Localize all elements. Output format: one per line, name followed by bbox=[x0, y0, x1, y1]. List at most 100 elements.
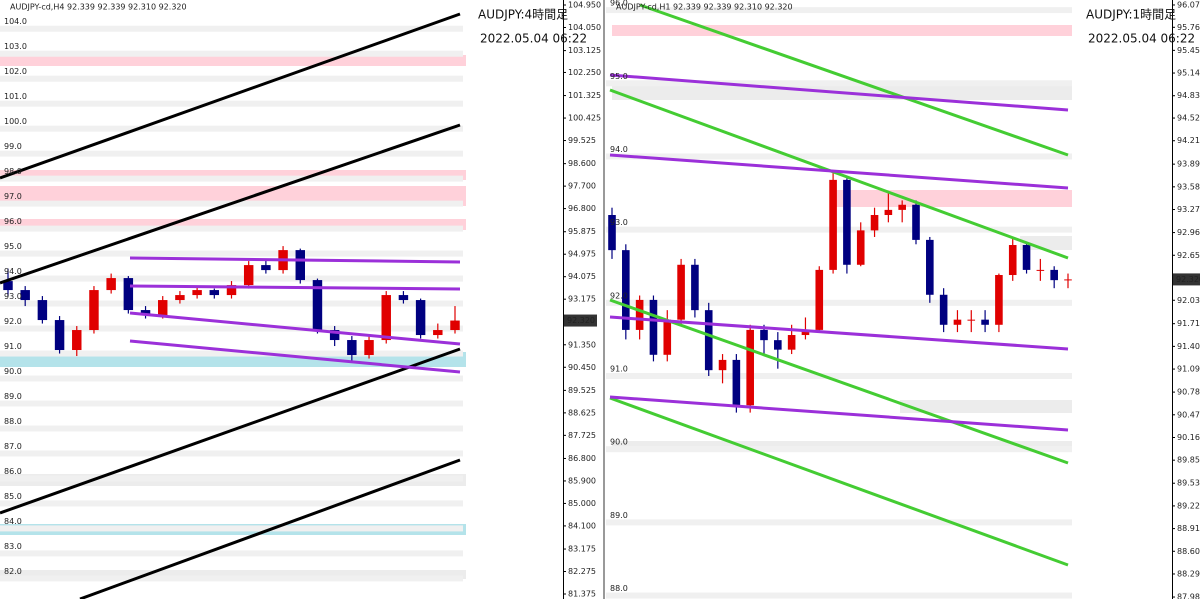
candle-body bbox=[801, 329, 810, 336]
candle-body bbox=[884, 209, 893, 216]
y-tick-label: 81.375 bbox=[568, 590, 596, 599]
y-tick-label: 88.915 bbox=[1177, 524, 1200, 533]
candle-body bbox=[364, 340, 374, 356]
level-band bbox=[0, 125, 463, 132]
candle-body bbox=[953, 319, 962, 325]
y-tick-label: 92.035 bbox=[1177, 296, 1200, 305]
y-tick-label: 90.450 bbox=[568, 363, 596, 372]
y-tick-label: 89.850 bbox=[1177, 456, 1200, 465]
y-tick-label: 93.175 bbox=[568, 295, 596, 304]
levels bbox=[0, 7, 1072, 599]
level-label: 95.0 bbox=[610, 72, 628, 81]
level-band bbox=[0, 325, 463, 332]
last-price-label: 92.320 bbox=[567, 316, 595, 325]
y-tick-label: 91.350 bbox=[568, 340, 596, 349]
y-tick-label: 88.625 bbox=[568, 408, 596, 417]
timestamp: 2022.05.04 06:22 bbox=[480, 32, 587, 46]
candle-body bbox=[1022, 245, 1031, 270]
candle-body bbox=[649, 299, 658, 355]
level-label: 87.0 bbox=[4, 442, 22, 451]
level-label: 89.0 bbox=[610, 511, 628, 520]
level-label: 94.0 bbox=[610, 145, 628, 154]
last-price-box bbox=[564, 314, 597, 327]
candle-body bbox=[663, 319, 672, 355]
candle-body bbox=[3, 281, 13, 291]
level-band bbox=[0, 100, 463, 107]
last-price-box bbox=[1173, 273, 1200, 286]
level-band bbox=[0, 175, 463, 182]
level-band bbox=[0, 575, 463, 582]
level-label: 93.0 bbox=[610, 218, 628, 227]
y-tick-label: 104.050 bbox=[568, 23, 601, 32]
level-band bbox=[606, 80, 1072, 87]
y-tick-label: 94.215 bbox=[1177, 136, 1200, 145]
candle-body bbox=[912, 204, 920, 240]
y-tick-label: 87.980 bbox=[1177, 593, 1200, 599]
level-label: 92.0 bbox=[610, 291, 628, 300]
candle-body bbox=[967, 319, 976, 321]
y-tick-label: 91.405 bbox=[1177, 342, 1200, 351]
level-band bbox=[0, 550, 463, 557]
candle-body bbox=[261, 265, 271, 271]
level-label: 90.0 bbox=[4, 367, 22, 376]
candle-body bbox=[123, 278, 134, 311]
level-band bbox=[0, 150, 463, 157]
candle-body bbox=[54, 320, 65, 351]
level-label: 85.0 bbox=[4, 492, 22, 501]
candle-body bbox=[243, 265, 254, 286]
candle-body bbox=[622, 250, 630, 330]
y-tick-label: 102.250 bbox=[568, 68, 601, 77]
y-tick-label: 95.765 bbox=[1177, 23, 1200, 32]
y-tick-label: 94.075 bbox=[568, 272, 596, 281]
level-band bbox=[0, 500, 463, 507]
y-tick-label: 90.160 bbox=[1177, 433, 1200, 442]
level-band bbox=[0, 525, 463, 532]
y-tick-label: 93.585 bbox=[1177, 182, 1200, 191]
candle-body bbox=[140, 310, 151, 316]
level-label: 88.0 bbox=[610, 584, 628, 593]
level-band bbox=[0, 25, 463, 32]
level-label: 100.0 bbox=[4, 117, 27, 126]
last-price-label: 92.320 bbox=[1176, 275, 1200, 284]
candle-body bbox=[175, 295, 185, 301]
level-label: 91.0 bbox=[610, 365, 628, 374]
texts: 104.0 103.0 102.0 101.0 100.0 99.0 98.0 97.0 96.… bbox=[4, 0, 1200, 599]
level-band bbox=[0, 375, 463, 382]
candle-body bbox=[995, 275, 1003, 325]
level-label: 92.0 bbox=[4, 317, 22, 326]
chart-header: AUDJPY-cd,H1 92.339 92.339 92.310 92.320 bbox=[616, 3, 793, 12]
y-tick-label: 101.325 bbox=[568, 91, 601, 100]
level-label: 95.0 bbox=[4, 242, 22, 251]
y-tick-label: 82.275 bbox=[568, 567, 596, 576]
level-band bbox=[0, 275, 463, 282]
y-tick-label: 95.140 bbox=[1177, 69, 1200, 78]
candle-body bbox=[398, 295, 409, 301]
candle-body bbox=[677, 264, 685, 320]
level-label: 96.0 bbox=[4, 217, 22, 226]
candle-body bbox=[209, 290, 220, 296]
chart-header: AUDJPY-cd,H4 92.339 92.339 92.310 92.320 bbox=[10, 3, 187, 12]
level-band bbox=[0, 350, 463, 357]
level-label: 104.0 bbox=[4, 17, 27, 26]
candle-body bbox=[415, 300, 426, 336]
candle-body bbox=[312, 280, 323, 331]
y-tick-label: 90.780 bbox=[1177, 388, 1200, 397]
y-tick-label: 95.875 bbox=[568, 227, 596, 236]
chart-title: AUDJPY:4時間足 bbox=[478, 8, 568, 22]
candle-body bbox=[760, 329, 768, 341]
level-label: 103.0 bbox=[4, 42, 27, 51]
level-band bbox=[606, 7, 1072, 14]
y-tick-label: 91.715 bbox=[1177, 319, 1200, 328]
trendlines-left bbox=[0, 12, 461, 599]
level-label: 89.0 bbox=[4, 392, 22, 401]
timestamp: 2022.05.04 06:22 bbox=[1088, 32, 1195, 46]
candle-body bbox=[329, 330, 340, 341]
y-tick-label: 97.700 bbox=[568, 182, 596, 191]
y-tick-label: 88.295 bbox=[1177, 569, 1200, 578]
level-band bbox=[0, 400, 463, 407]
candle-body bbox=[158, 300, 168, 316]
level-band bbox=[606, 153, 1072, 160]
y-tick-label: 87.725 bbox=[568, 431, 596, 440]
level-band bbox=[606, 226, 1072, 233]
